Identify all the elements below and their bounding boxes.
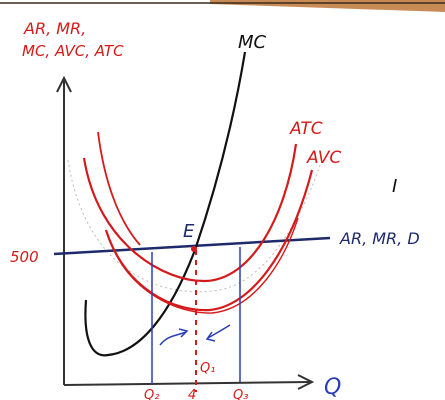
price-500-label: 500 [10, 248, 39, 266]
arrow-right-to-q1 [207, 324, 231, 339]
atc-label: ATC [289, 119, 323, 139]
atc-pencil-sketch [67, 159, 321, 293]
arrow-left-to-q1 [159, 331, 187, 346]
y-axis-arrowhead [56, 75, 72, 93]
demand-label: AR, MR, D [339, 229, 420, 248]
arrow-left-to-q1-head [178, 328, 189, 338]
avc-curve-retrace [109, 217, 299, 314]
stray-mark: I [392, 176, 397, 197]
avc-label: AVC [306, 148, 341, 168]
top-photo-strip [210, 0, 445, 12]
demand-line [53, 236, 331, 256]
y-axis-label-line-1: AR, MR, [23, 19, 86, 38]
q2-label: Q₂ [144, 388, 159, 400]
atc-curve [82, 143, 298, 283]
under-q1-mark: 4 [188, 388, 196, 400]
q1-label: Q₁ [200, 361, 215, 376]
point-e-label: E [183, 221, 195, 242]
mc-curve [84, 51, 247, 357]
q3-label: Q₃ [233, 388, 248, 400]
mc-label: MC [238, 32, 267, 53]
x-axis [63, 381, 311, 386]
q-axis-label: Q [324, 375, 341, 400]
equilibrium-point [191, 246, 197, 252]
arrow-right-to-q1-head [205, 331, 216, 342]
y-axis-label-line-2: MC, AVC, ATC [22, 42, 124, 60]
avc-curve [104, 169, 314, 312]
x-axis-arrowhead [297, 374, 315, 390]
atc-curve-retrace [97, 131, 141, 246]
